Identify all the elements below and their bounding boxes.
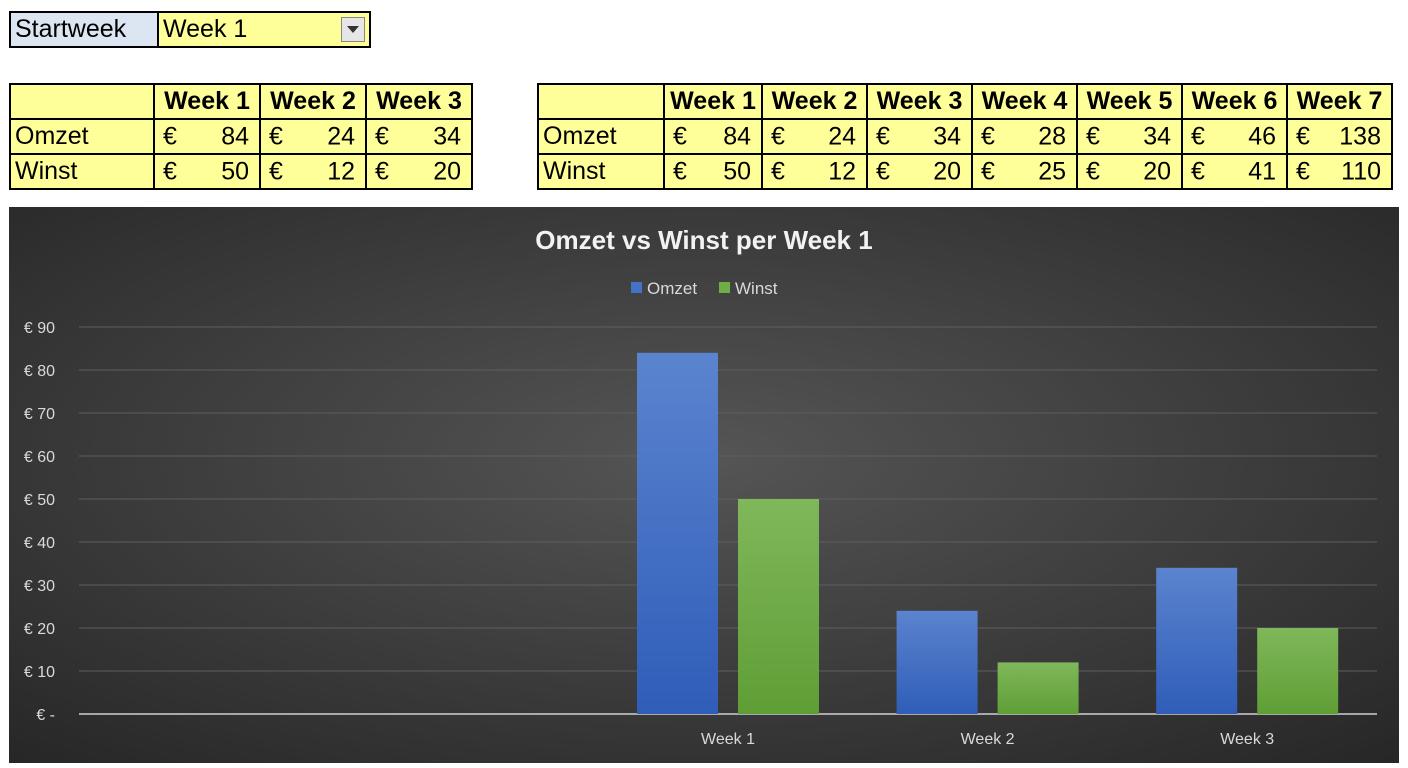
legend-label-winst: Winst (735, 279, 778, 298)
header-cell: Week 1 (663, 83, 763, 120)
table-row: Winst €50 €12 €20 (9, 153, 473, 190)
value-cell[interactable]: €34 (1076, 118, 1183, 155)
row-label: Winst (9, 153, 155, 190)
value-cell[interactable]: €12 (259, 153, 367, 190)
y-tick-label: € 10 (24, 664, 55, 681)
value-cell[interactable]: €12 (761, 153, 868, 190)
legend-label-omzet: Omzet (647, 279, 697, 298)
table-row: Omzet €84 €24 €34 €28 €34 €46 €138 (537, 118, 1393, 155)
header-cell: Week 2 (761, 83, 868, 120)
value-cell[interactable]: €41 (1181, 153, 1288, 190)
chevron-down-icon (347, 26, 359, 33)
summary-table-small: Week 1 Week 2 Week 3 Omzet €84 €24 €34 W… (9, 83, 473, 190)
y-tick-label: € 90 (24, 320, 55, 337)
chart-title: Omzet vs Winst per Week 1 (535, 225, 872, 255)
bar-omzet-week-1[interactable] (637, 352, 718, 714)
value-cell[interactable]: €20 (365, 153, 473, 190)
header-cell: Week 7 (1286, 83, 1393, 120)
value-cell[interactable]: €110 (1286, 153, 1393, 190)
header-cell: Week 3 (866, 83, 973, 120)
header-cell: Week 5 (1076, 83, 1183, 120)
chart-canvas: Omzet vs Winst per Week 1 Omzet Winst € -… (9, 207, 1399, 763)
legend-swatch-omzet (631, 282, 642, 293)
chart-legend: Omzet Winst (631, 279, 778, 298)
value-cell[interactable]: €34 (866, 118, 973, 155)
bar-chart[interactable]: Omzet vs Winst per Week 1 Omzet Winst € -… (9, 207, 1399, 763)
value-cell[interactable]: €28 (971, 118, 1078, 155)
value-cell[interactable]: €25 (971, 153, 1078, 190)
bar-winst-week-3[interactable] (1257, 628, 1339, 714)
y-tick-label: € 70 (24, 406, 55, 423)
header-cell: Week 6 (1181, 83, 1288, 120)
value-cell[interactable]: €24 (761, 118, 868, 155)
header-cell: Week 3 (365, 83, 473, 120)
x-tick-label: Week 3 (1220, 731, 1274, 748)
value-cell[interactable]: €46 (1181, 118, 1288, 155)
row-label: Winst (537, 153, 665, 190)
value-cell[interactable]: €138 (1286, 118, 1393, 155)
y-tick-label: € 20 (24, 621, 55, 638)
startweek-dropdown[interactable]: Week 1 (159, 13, 369, 46)
startweek-value: Week 1 (163, 15, 248, 43)
table-header-row: Week 1 Week 2 Week 3 (9, 83, 473, 120)
value-cell[interactable]: €50 (153, 153, 261, 190)
y-tick-label: € - (36, 707, 55, 724)
chart-gridlines: € - € 10 € 20 € 30 € 40 € 50 € 60 € 70 € 80 € 90 (24, 320, 1377, 724)
x-tick-label: Week 1 (701, 731, 755, 748)
row-label: Omzet (9, 118, 155, 155)
y-tick-label: € 40 (24, 535, 55, 552)
header-cell (9, 83, 155, 120)
header-cell: Week 1 (153, 83, 261, 120)
x-tick-label: Week 2 (961, 731, 1015, 748)
value-cell[interactable]: €24 (259, 118, 367, 155)
y-tick-label: € 60 (24, 449, 55, 466)
header-cell: Week 4 (971, 83, 1078, 120)
value-cell[interactable]: €20 (1076, 153, 1183, 190)
table-row: Winst €50 €12 €20 €25 €20 €41 €110 (537, 153, 1393, 190)
startweek-label: Startweek (11, 13, 159, 46)
value-cell[interactable]: €34 (365, 118, 473, 155)
startweek-selector: Startweek Week 1 (9, 11, 371, 48)
value-cell[interactable]: €84 (663, 118, 763, 155)
dropdown-arrow-button[interactable] (341, 17, 365, 42)
value-cell[interactable]: €20 (866, 153, 973, 190)
table-row: Omzet €84 €24 €34 (9, 118, 473, 155)
header-cell (537, 83, 665, 120)
bar-omzet-week-2[interactable] (896, 610, 978, 714)
table-header-row: Week 1 Week 2 Week 3 Week 4 Week 5 Week … (537, 83, 1393, 120)
row-label: Omzet (537, 118, 665, 155)
bar-winst-week-2[interactable] (997, 662, 1079, 714)
bar-omzet-week-3[interactable] (1156, 567, 1238, 714)
header-cell: Week 2 (259, 83, 367, 120)
value-cell[interactable]: €84 (153, 118, 261, 155)
chart-bars (637, 352, 1339, 714)
bar-winst-week-1[interactable] (738, 499, 819, 714)
legend-swatch-winst (719, 282, 730, 293)
y-tick-label: € 30 (24, 578, 55, 595)
chart-x-labels: Week 1 Week 2 Week 3 (701, 731, 1274, 748)
y-tick-label: € 80 (24, 363, 55, 380)
y-tick-label: € 50 (24, 492, 55, 509)
summary-table-full: Week 1 Week 2 Week 3 Week 4 Week 5 Week … (537, 83, 1393, 190)
value-cell[interactable]: €50 (663, 153, 763, 190)
